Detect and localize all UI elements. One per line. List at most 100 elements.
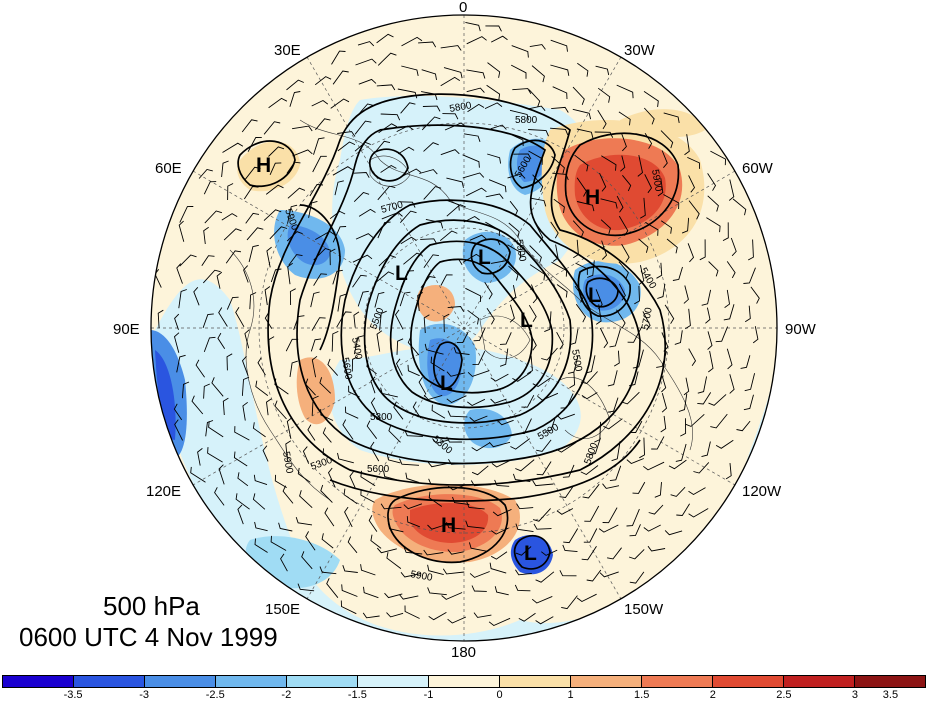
- colorbar-box: [500, 676, 571, 687]
- wind-barb: [499, 332, 512, 345]
- wind-barb: [601, 155, 617, 171]
- wind-barb: [471, 442, 491, 452]
- wind-barb: [621, 391, 640, 405]
- wind-barb: [419, 169, 438, 175]
- coastlines: [229, 119, 693, 501]
- valid-time-caption: 0600 UTC 4 Nov 1999: [19, 622, 278, 652]
- wind-barb: [407, 336, 420, 356]
- wind-barb: [514, 584, 531, 592]
- wind-barb: [404, 605, 420, 619]
- wind-barb: [528, 129, 549, 137]
- colorbar-box: [855, 676, 925, 687]
- pressure-centers: H H H L L L L L L: [256, 154, 601, 565]
- wind-barb: [688, 487, 706, 496]
- wind-barb: [581, 546, 597, 561]
- wind-barb: [269, 226, 288, 240]
- wind-barb: [344, 406, 359, 419]
- wind-barb: [491, 459, 511, 468]
- wind-barb: [319, 377, 332, 394]
- wind-barb: [484, 102, 503, 110]
- wind-barb: [370, 376, 376, 394]
- wind-barb: [428, 491, 443, 507]
- wind-barb: [575, 303, 587, 323]
- wind-barb: [688, 200, 700, 220]
- wind-barb: [529, 44, 546, 50]
- colorbar-box: [3, 676, 74, 687]
- wind-barb: [569, 372, 576, 389]
- wind-barb: [370, 534, 382, 549]
- wind-barb: [490, 398, 507, 404]
- wind-barbs: [154, 21, 760, 627]
- wind-barb: [245, 212, 260, 224]
- wind-barb: [234, 426, 250, 441]
- wind-barb: [352, 254, 373, 263]
- wind-barb: [241, 119, 258, 133]
- wind-barb: [443, 67, 463, 79]
- contour-label: 5500: [569, 349, 584, 373]
- wind-barb: [375, 140, 391, 152]
- wind-barb: [528, 89, 541, 107]
- wind-barb: [473, 327, 486, 342]
- colorbar-box: [74, 676, 145, 687]
- wind-barb: [331, 330, 339, 352]
- wind-barb: [221, 160, 229, 178]
- wind-barb: [443, 313, 450, 333]
- wind-barb: [286, 231, 303, 242]
- wind-barb: [559, 570, 577, 577]
- wind-barb: [687, 243, 695, 263]
- low-center-label: L: [395, 262, 408, 285]
- wind-barb: [268, 97, 288, 109]
- wind-barb: [643, 524, 661, 532]
- wind-barb: [227, 183, 234, 201]
- wind-barb: [666, 238, 678, 254]
- wind-barb: [651, 436, 665, 450]
- wind-barb: [301, 551, 313, 570]
- wind-barb: [485, 193, 504, 199]
- wind-barb: [602, 483, 620, 489]
- wind-barb: [469, 234, 487, 241]
- wind-barb: [728, 179, 735, 201]
- wind-barb: [347, 536, 358, 554]
- low-center-label: L: [440, 372, 453, 395]
- colorbar-labels: -3.5 -3 -2.5 -2 -1.5 -1 0 1 1.5 2 2.5 3 3.5: [0, 689, 928, 703]
- wind-barb: [551, 106, 569, 113]
- wind-barb: [725, 463, 732, 480]
- lon-label-120w: 120W: [742, 483, 782, 500]
- wind-barb: [574, 154, 589, 172]
- wind-barb: [609, 328, 621, 348]
- wind-barb: [313, 137, 325, 155]
- wind-barb: [263, 209, 282, 221]
- wind-barb: [205, 420, 214, 437]
- colorbar-box: [287, 676, 358, 687]
- wind-barb: [430, 356, 445, 372]
- wind-barb: [678, 393, 688, 412]
- wind-barb: [582, 483, 600, 499]
- wind-barb: [286, 417, 293, 439]
- wind-barb: [337, 293, 347, 312]
- wind-barb: [550, 39, 568, 52]
- wind-barb: [643, 107, 655, 125]
- wind-barb: [688, 175, 696, 193]
- wind-barb: [744, 373, 756, 392]
- wind-barb: [515, 546, 532, 556]
- wind-barb: [431, 404, 446, 419]
- wind-barb: [544, 416, 556, 432]
- wind-barb: [442, 568, 465, 575]
- wind-barb: [421, 69, 437, 80]
- wind-barb: [197, 448, 203, 466]
- lon-label-30w: 30W: [624, 42, 656, 59]
- wind-barb: [465, 287, 481, 302]
- wind-barb: [363, 586, 379, 599]
- wind-barb: [535, 616, 554, 625]
- wind-barb: [472, 351, 486, 366]
- wind-barb: [397, 146, 415, 155]
- wind-barb: [327, 358, 339, 376]
- longitude-labels: 0 30W 60W 90W 120W 150W 180 150E 120E 90…: [113, 0, 817, 661]
- wind-barb: [244, 329, 250, 349]
- wind-barb: [400, 236, 417, 245]
- wind-barb: [278, 522, 293, 532]
- wind-barb: [420, 238, 438, 245]
- wind-barb: [157, 309, 164, 329]
- wind-barb: [486, 307, 495, 325]
- wind-barb: [201, 255, 215, 266]
